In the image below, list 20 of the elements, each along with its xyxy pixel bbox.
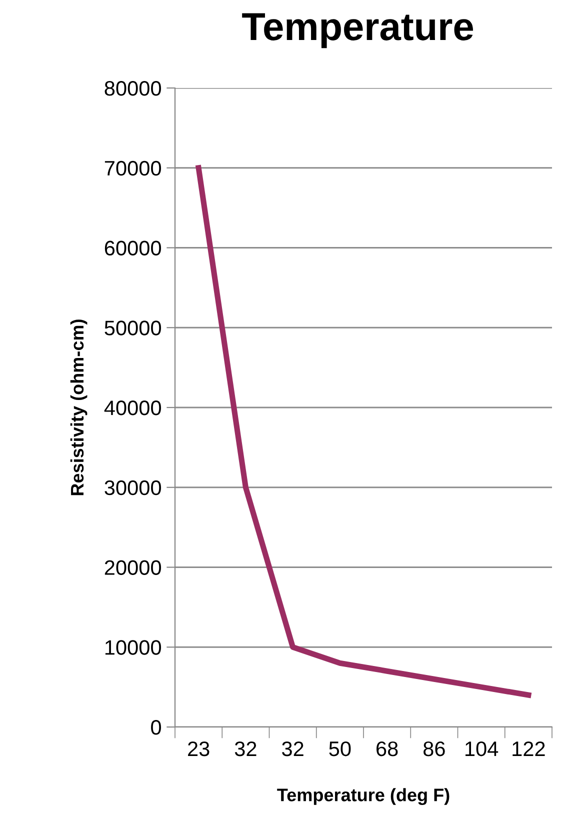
y-tick-label: 10000 xyxy=(105,640,161,655)
y-axis-title: Resistivity (ohm-cm) xyxy=(70,320,88,496)
y-tick-label: 20000 xyxy=(104,560,161,576)
chart-title: Temperature xyxy=(242,13,474,48)
x-tick-label: 122 xyxy=(512,741,545,756)
y-tick-label: 30000 xyxy=(104,480,161,496)
y-tick-label: 50000 xyxy=(104,320,161,336)
x-tick-label: 104 xyxy=(466,741,498,756)
x-tick-label: 23 xyxy=(188,741,210,756)
y-tick-label: 40000 xyxy=(104,400,161,416)
y-tick-label: 80000 xyxy=(104,81,161,96)
x-tick-label: 32 xyxy=(234,741,256,756)
x-tick-label: 32 xyxy=(282,741,304,756)
x-tick-label: 50 xyxy=(329,741,351,756)
y-tick-label: 60000 xyxy=(104,240,161,256)
x-axis-title: Temperature (deg F) xyxy=(277,788,450,805)
x-tick-label: 86 xyxy=(424,741,445,756)
y-tick-label: 70000 xyxy=(104,160,161,176)
y-tick-label: 0 xyxy=(151,720,161,735)
x-tick-label: 68 xyxy=(376,741,398,756)
